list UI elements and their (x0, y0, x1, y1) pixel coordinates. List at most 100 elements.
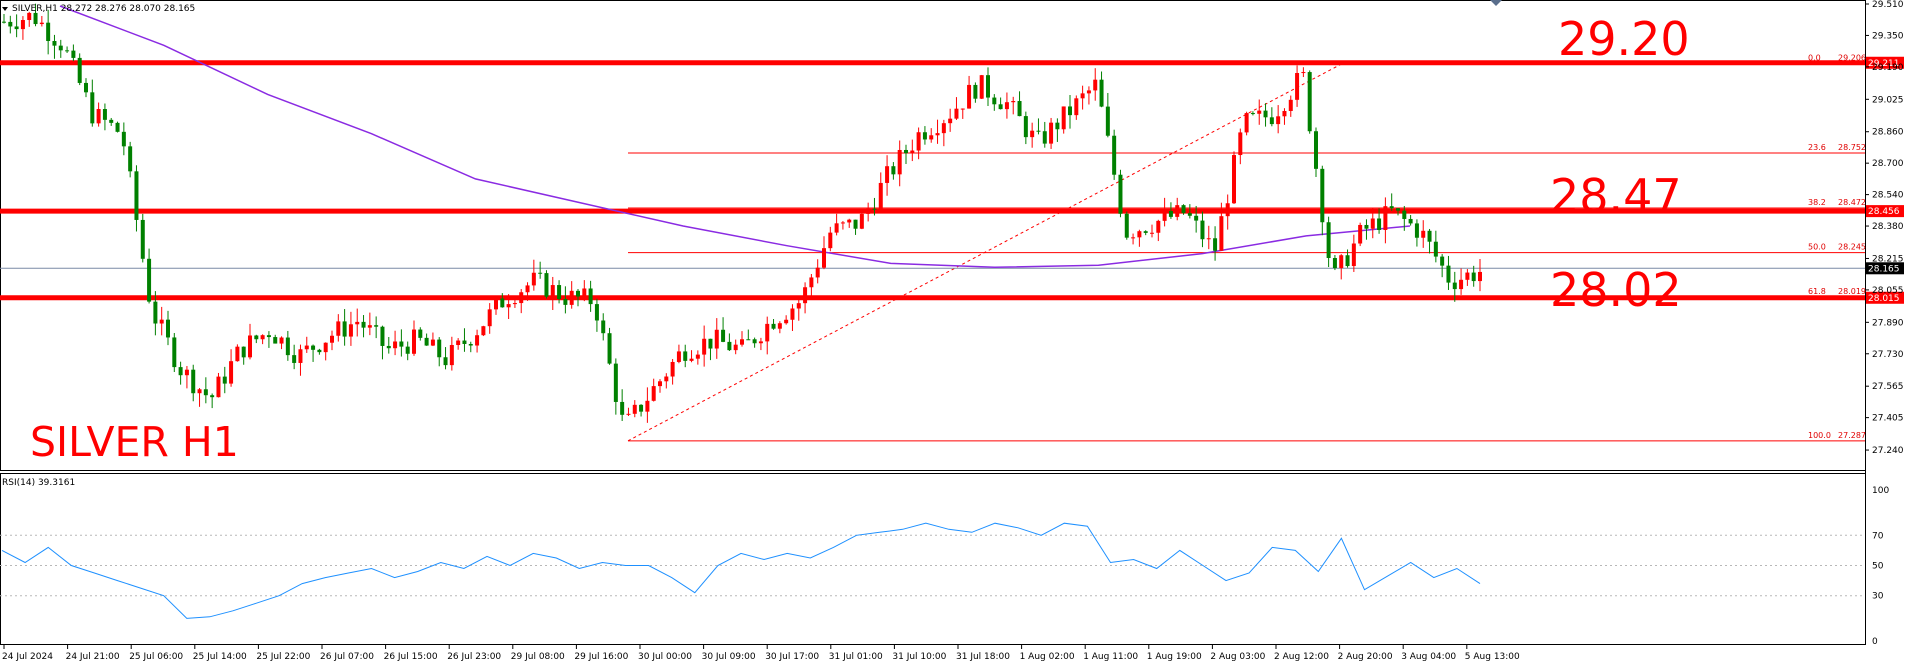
candle-body (645, 400, 650, 412)
candle-body (241, 346, 246, 358)
support-resistance-levels[interactable]: 29.211 28.456 28.015 28.165 (0, 56, 1904, 304)
candle-body (1250, 113, 1255, 115)
price-tick-label: 27.565 (1872, 382, 1904, 392)
candle-body (576, 290, 580, 297)
candle-body (733, 344, 738, 351)
candle-body (531, 272, 536, 286)
price-tick-label: 29.190 (1872, 63, 1904, 73)
candle-body (1181, 205, 1186, 214)
price-tick-label: 28.380 (1872, 222, 1904, 232)
candle-body (317, 349, 322, 353)
candle-body (803, 287, 808, 304)
candle-body (1478, 271, 1482, 282)
candle-body (834, 223, 839, 233)
candle-body (153, 301, 158, 324)
candle-body (27, 12, 32, 21)
time-tick-label: 30 Jul 09:00 (702, 652, 756, 662)
candle-body (266, 335, 271, 338)
candle-body (758, 341, 763, 344)
time-tick-label: 1 Aug 19:00 (1147, 652, 1202, 662)
candle-body (613, 363, 618, 402)
candle-body (184, 369, 189, 376)
candle-body (1042, 131, 1047, 144)
candle-body (96, 109, 101, 124)
candle-body (582, 288, 587, 297)
candle-body (525, 285, 530, 293)
candle-body (374, 325, 379, 327)
candle-body (1414, 223, 1419, 238)
candle-body (1238, 132, 1243, 156)
price-tick-label: 27.405 (1872, 414, 1904, 424)
candle-body (52, 41, 57, 46)
level-low-label: 28.02 (1550, 263, 1682, 317)
price-tick-label: 27.890 (1872, 318, 1904, 328)
candle-body (714, 329, 719, 349)
candle-body (443, 357, 448, 366)
candle-body (1433, 241, 1438, 257)
candle-body (1339, 255, 1344, 269)
fib-price-label: 28.019 (1838, 287, 1866, 296)
candle-body (1358, 224, 1363, 244)
candle-body (1074, 98, 1079, 116)
candle-body (897, 149, 902, 175)
candle-body (853, 219, 858, 229)
candle-body (670, 361, 675, 377)
candle-body (462, 340, 467, 344)
candle-body (1175, 205, 1180, 217)
candle-body (1225, 203, 1230, 217)
candle-body (1049, 122, 1054, 144)
candle-body (809, 277, 814, 288)
candle-body (828, 232, 833, 249)
candle-body (500, 298, 505, 308)
candle-body (90, 92, 95, 124)
candle-body (1112, 135, 1117, 175)
price-tick-label: 28.055 (1872, 286, 1904, 296)
candle-body (1055, 122, 1060, 130)
time-tick-label: 24 Jul 2024 (2, 652, 53, 662)
current-price-tag-label: 28.165 (1868, 264, 1900, 274)
fib-price-label: 28.472 (1838, 198, 1866, 207)
candle-body (65, 50, 70, 52)
candle-body (203, 389, 208, 396)
level-price-tag (1866, 56, 1904, 69)
level-price-tag (1866, 205, 1904, 218)
candle-body (58, 45, 63, 51)
candle-body (430, 339, 435, 346)
candle-body (1099, 79, 1104, 107)
candle-body (815, 267, 820, 278)
candle-body (134, 171, 139, 220)
candle-body (740, 339, 744, 345)
fib-ratio-label: 61.8 (1808, 287, 1826, 296)
candle-body (689, 358, 694, 361)
candle-body (1156, 220, 1161, 233)
time-tick-label: 29 Jul 08:00 (511, 652, 565, 662)
rsi-indicator: 100 70 50 30 0 (0, 486, 1889, 647)
candle-body (1465, 272, 1470, 280)
candle-body (752, 339, 757, 344)
candle-body (222, 376, 227, 384)
candle-body (664, 376, 669, 382)
candle-body (727, 341, 732, 351)
candle-body (784, 319, 789, 324)
rsi-tick-label: 50 (1872, 562, 1884, 572)
candle-body (1427, 230, 1432, 242)
candle-body (1143, 231, 1148, 233)
candle-body (1232, 155, 1236, 204)
candle-body (14, 26, 19, 30)
candle-body (330, 335, 334, 343)
symbol-menu-icon[interactable] (2, 7, 8, 11)
candle-body (84, 82, 88, 93)
time-tick-label: 1 Aug 02:00 (1020, 652, 1075, 662)
candle-body (456, 340, 461, 346)
candle-body (1017, 101, 1022, 117)
candle-body (399, 341, 404, 347)
time-axis: 24 Jul 2024 24 Jul 21:00 25 Jul 06:00 25 Ju… (2, 645, 1520, 662)
chart-shift-icon[interactable] (1490, 0, 1502, 6)
candle-body (449, 345, 454, 366)
candle-body (544, 273, 549, 297)
candle-body (355, 321, 360, 325)
candle-body (1295, 73, 1300, 100)
candle-body (1370, 218, 1375, 229)
